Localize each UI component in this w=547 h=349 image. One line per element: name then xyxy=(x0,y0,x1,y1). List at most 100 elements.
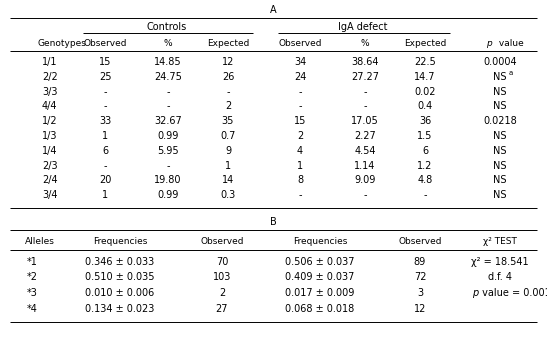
Text: 1/3: 1/3 xyxy=(42,131,57,141)
Text: 72: 72 xyxy=(414,273,426,282)
Text: 26: 26 xyxy=(222,72,234,82)
Text: -: - xyxy=(298,87,302,97)
Text: 27.27: 27.27 xyxy=(351,72,379,82)
Text: 14.7: 14.7 xyxy=(414,72,436,82)
Text: 15: 15 xyxy=(294,116,306,126)
Text: 1.2: 1.2 xyxy=(417,161,433,171)
Text: 14: 14 xyxy=(222,176,234,185)
Text: 0.0004: 0.0004 xyxy=(483,57,517,67)
Text: *1: *1 xyxy=(27,257,38,267)
Text: Observed: Observed xyxy=(278,39,322,49)
Text: *3: *3 xyxy=(27,288,38,298)
Text: Expected: Expected xyxy=(404,39,446,49)
Text: %: % xyxy=(360,39,369,49)
Text: -: - xyxy=(363,190,366,200)
Text: 0.017 ± 0.009: 0.017 ± 0.009 xyxy=(286,288,354,298)
Text: -: - xyxy=(226,87,230,97)
Text: IgA defect: IgA defect xyxy=(337,22,387,32)
Text: 0.4: 0.4 xyxy=(417,102,433,111)
Text: 15: 15 xyxy=(99,57,111,67)
Text: 2/3: 2/3 xyxy=(42,161,57,171)
Text: Genotypes: Genotypes xyxy=(38,39,87,49)
Text: χ² = 18.541: χ² = 18.541 xyxy=(471,257,529,267)
Text: value = 0.001: value = 0.001 xyxy=(479,288,547,298)
Text: 36: 36 xyxy=(419,116,431,126)
Text: 2.27: 2.27 xyxy=(354,131,376,141)
Text: 1: 1 xyxy=(102,190,108,200)
Text: 4/4: 4/4 xyxy=(42,102,57,111)
Text: NS: NS xyxy=(493,161,507,171)
Text: NS: NS xyxy=(493,87,507,97)
Text: 0.134 ± 0.023: 0.134 ± 0.023 xyxy=(85,304,155,313)
Text: 12: 12 xyxy=(222,57,234,67)
Text: *4: *4 xyxy=(27,304,38,313)
Text: 27: 27 xyxy=(216,304,228,313)
Text: 17.05: 17.05 xyxy=(351,116,379,126)
Text: 0.3: 0.3 xyxy=(220,190,236,200)
Text: 2/4: 2/4 xyxy=(42,176,57,185)
Text: NS: NS xyxy=(493,146,507,156)
Text: 0.346 ± 0.033: 0.346 ± 0.033 xyxy=(85,257,155,267)
Text: -: - xyxy=(363,102,366,111)
Text: Controls: Controls xyxy=(147,22,187,32)
Text: -: - xyxy=(103,87,107,97)
Text: -: - xyxy=(298,102,302,111)
Text: 1/4: 1/4 xyxy=(42,146,57,156)
Text: 2: 2 xyxy=(219,288,225,298)
Text: 1/1: 1/1 xyxy=(42,57,57,67)
Text: -: - xyxy=(103,161,107,171)
Text: 0.010 ± 0.006: 0.010 ± 0.006 xyxy=(85,288,155,298)
Text: 4.8: 4.8 xyxy=(417,176,433,185)
Text: NS: NS xyxy=(493,190,507,200)
Text: 14.85: 14.85 xyxy=(154,57,182,67)
Text: 0.409 ± 0.037: 0.409 ± 0.037 xyxy=(286,273,354,282)
Text: Observed: Observed xyxy=(398,238,442,246)
Text: value: value xyxy=(496,39,523,49)
Text: 1/2: 1/2 xyxy=(42,116,57,126)
Text: NS: NS xyxy=(493,176,507,185)
Text: 34: 34 xyxy=(294,57,306,67)
Text: 1.14: 1.14 xyxy=(354,161,376,171)
Text: χ² TEST: χ² TEST xyxy=(483,238,517,246)
Text: 24.75: 24.75 xyxy=(154,72,182,82)
Text: -: - xyxy=(423,190,427,200)
Text: 6: 6 xyxy=(422,146,428,156)
Text: 2/2: 2/2 xyxy=(42,72,58,82)
Text: d.f. 4: d.f. 4 xyxy=(488,273,512,282)
Text: 0.99: 0.99 xyxy=(158,131,179,141)
Text: 1.5: 1.5 xyxy=(417,131,433,141)
Text: NS: NS xyxy=(493,72,507,82)
Text: B: B xyxy=(270,217,276,227)
Text: 19.80: 19.80 xyxy=(154,176,182,185)
Text: 0.068 ± 0.018: 0.068 ± 0.018 xyxy=(286,304,354,313)
Text: Observed: Observed xyxy=(200,238,244,246)
Text: 0.7: 0.7 xyxy=(220,131,236,141)
Text: -: - xyxy=(363,87,366,97)
Text: p: p xyxy=(486,39,492,49)
Text: %: % xyxy=(164,39,172,49)
Text: a: a xyxy=(509,70,513,76)
Text: NS: NS xyxy=(493,102,507,111)
Text: 22.5: 22.5 xyxy=(414,57,436,67)
Text: 0.506 ± 0.037: 0.506 ± 0.037 xyxy=(285,257,355,267)
Text: 103: 103 xyxy=(213,273,231,282)
Text: 5.95: 5.95 xyxy=(157,146,179,156)
Text: -: - xyxy=(103,102,107,111)
Text: 38.64: 38.64 xyxy=(351,57,379,67)
Text: -: - xyxy=(166,102,170,111)
Text: 3/4: 3/4 xyxy=(42,190,57,200)
Text: 20: 20 xyxy=(99,176,111,185)
Text: 12: 12 xyxy=(414,304,426,313)
Text: Frequencies: Frequencies xyxy=(93,238,147,246)
Text: 1: 1 xyxy=(225,161,231,171)
Text: 0.99: 0.99 xyxy=(158,190,179,200)
Text: 33: 33 xyxy=(99,116,111,126)
Text: Expected: Expected xyxy=(207,39,249,49)
Text: 3/3: 3/3 xyxy=(42,87,57,97)
Text: 70: 70 xyxy=(216,257,228,267)
Text: 6: 6 xyxy=(102,146,108,156)
Text: p: p xyxy=(472,288,478,298)
Text: 0.02: 0.02 xyxy=(414,87,436,97)
Text: *2: *2 xyxy=(27,273,38,282)
Text: 32.67: 32.67 xyxy=(154,116,182,126)
